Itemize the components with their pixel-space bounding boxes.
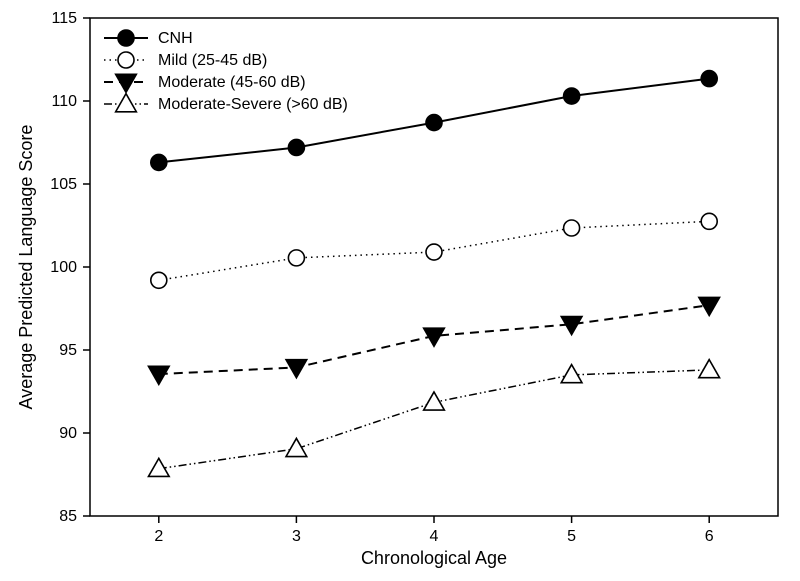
legend-marker-mild: [118, 52, 134, 68]
language-score-chart: 2 3 4 5 6 85 90 95 100 105 110 115 Chronological Age…: [0, 0, 800, 581]
x-tick-label: 6: [705, 528, 714, 545]
x-tick-label: 2: [154, 528, 163, 545]
y-tick-label: 90: [59, 425, 77, 442]
y-tick-label: 115: [51, 10, 77, 27]
series-marker-cnh: [564, 88, 580, 104]
y-axis-label: Average Predicted Language Score: [16, 125, 36, 410]
series-marker-mild: [151, 272, 167, 288]
series-marker-modsev: [561, 365, 582, 383]
series-marker-mild: [701, 213, 717, 229]
series-marker-cnh: [701, 71, 717, 87]
x-axis-label: Chronological Age: [361, 548, 507, 568]
x-tick-label: 3: [292, 528, 301, 545]
legend-label-modsev: Moderate-Severe (>60 dB): [158, 96, 348, 113]
x-tick-label: 5: [567, 528, 576, 545]
series-marker-mild: [426, 244, 442, 260]
series-marker-modsev: [699, 360, 720, 378]
x-tick-label: 4: [430, 528, 439, 545]
legend-marker-cnh: [118, 30, 134, 46]
chart-svg: 2 3 4 5 6 85 90 95 100 105 110 115 Chronological Age…: [0, 0, 800, 581]
legend-marker-moderate: [116, 74, 137, 92]
series-marker-mild: [288, 250, 304, 266]
y-tick-label: 110: [51, 93, 77, 110]
legend-marker-modsev: [116, 94, 137, 112]
series-marker-mild: [564, 220, 580, 236]
series-marker-moderate: [286, 360, 307, 378]
series-line-modsev: [159, 370, 709, 469]
y-tick-label: 105: [50, 176, 77, 193]
series-marker-cnh: [426, 115, 442, 131]
y-tick-label: 95: [59, 342, 77, 359]
series-marker-cnh: [151, 154, 167, 170]
y-tick-label: 85: [59, 508, 77, 525]
legend-label-mild: Mild (25-45 dB): [158, 52, 267, 69]
legend-label-cnh: CNH: [158, 30, 193, 47]
legend-label-moderate: Moderate (45-60 dB): [158, 74, 306, 91]
series-marker-cnh: [288, 139, 304, 155]
series-marker-modsev: [286, 438, 307, 456]
y-tick-label: 100: [50, 259, 77, 276]
series-marker-moderate: [148, 366, 169, 384]
